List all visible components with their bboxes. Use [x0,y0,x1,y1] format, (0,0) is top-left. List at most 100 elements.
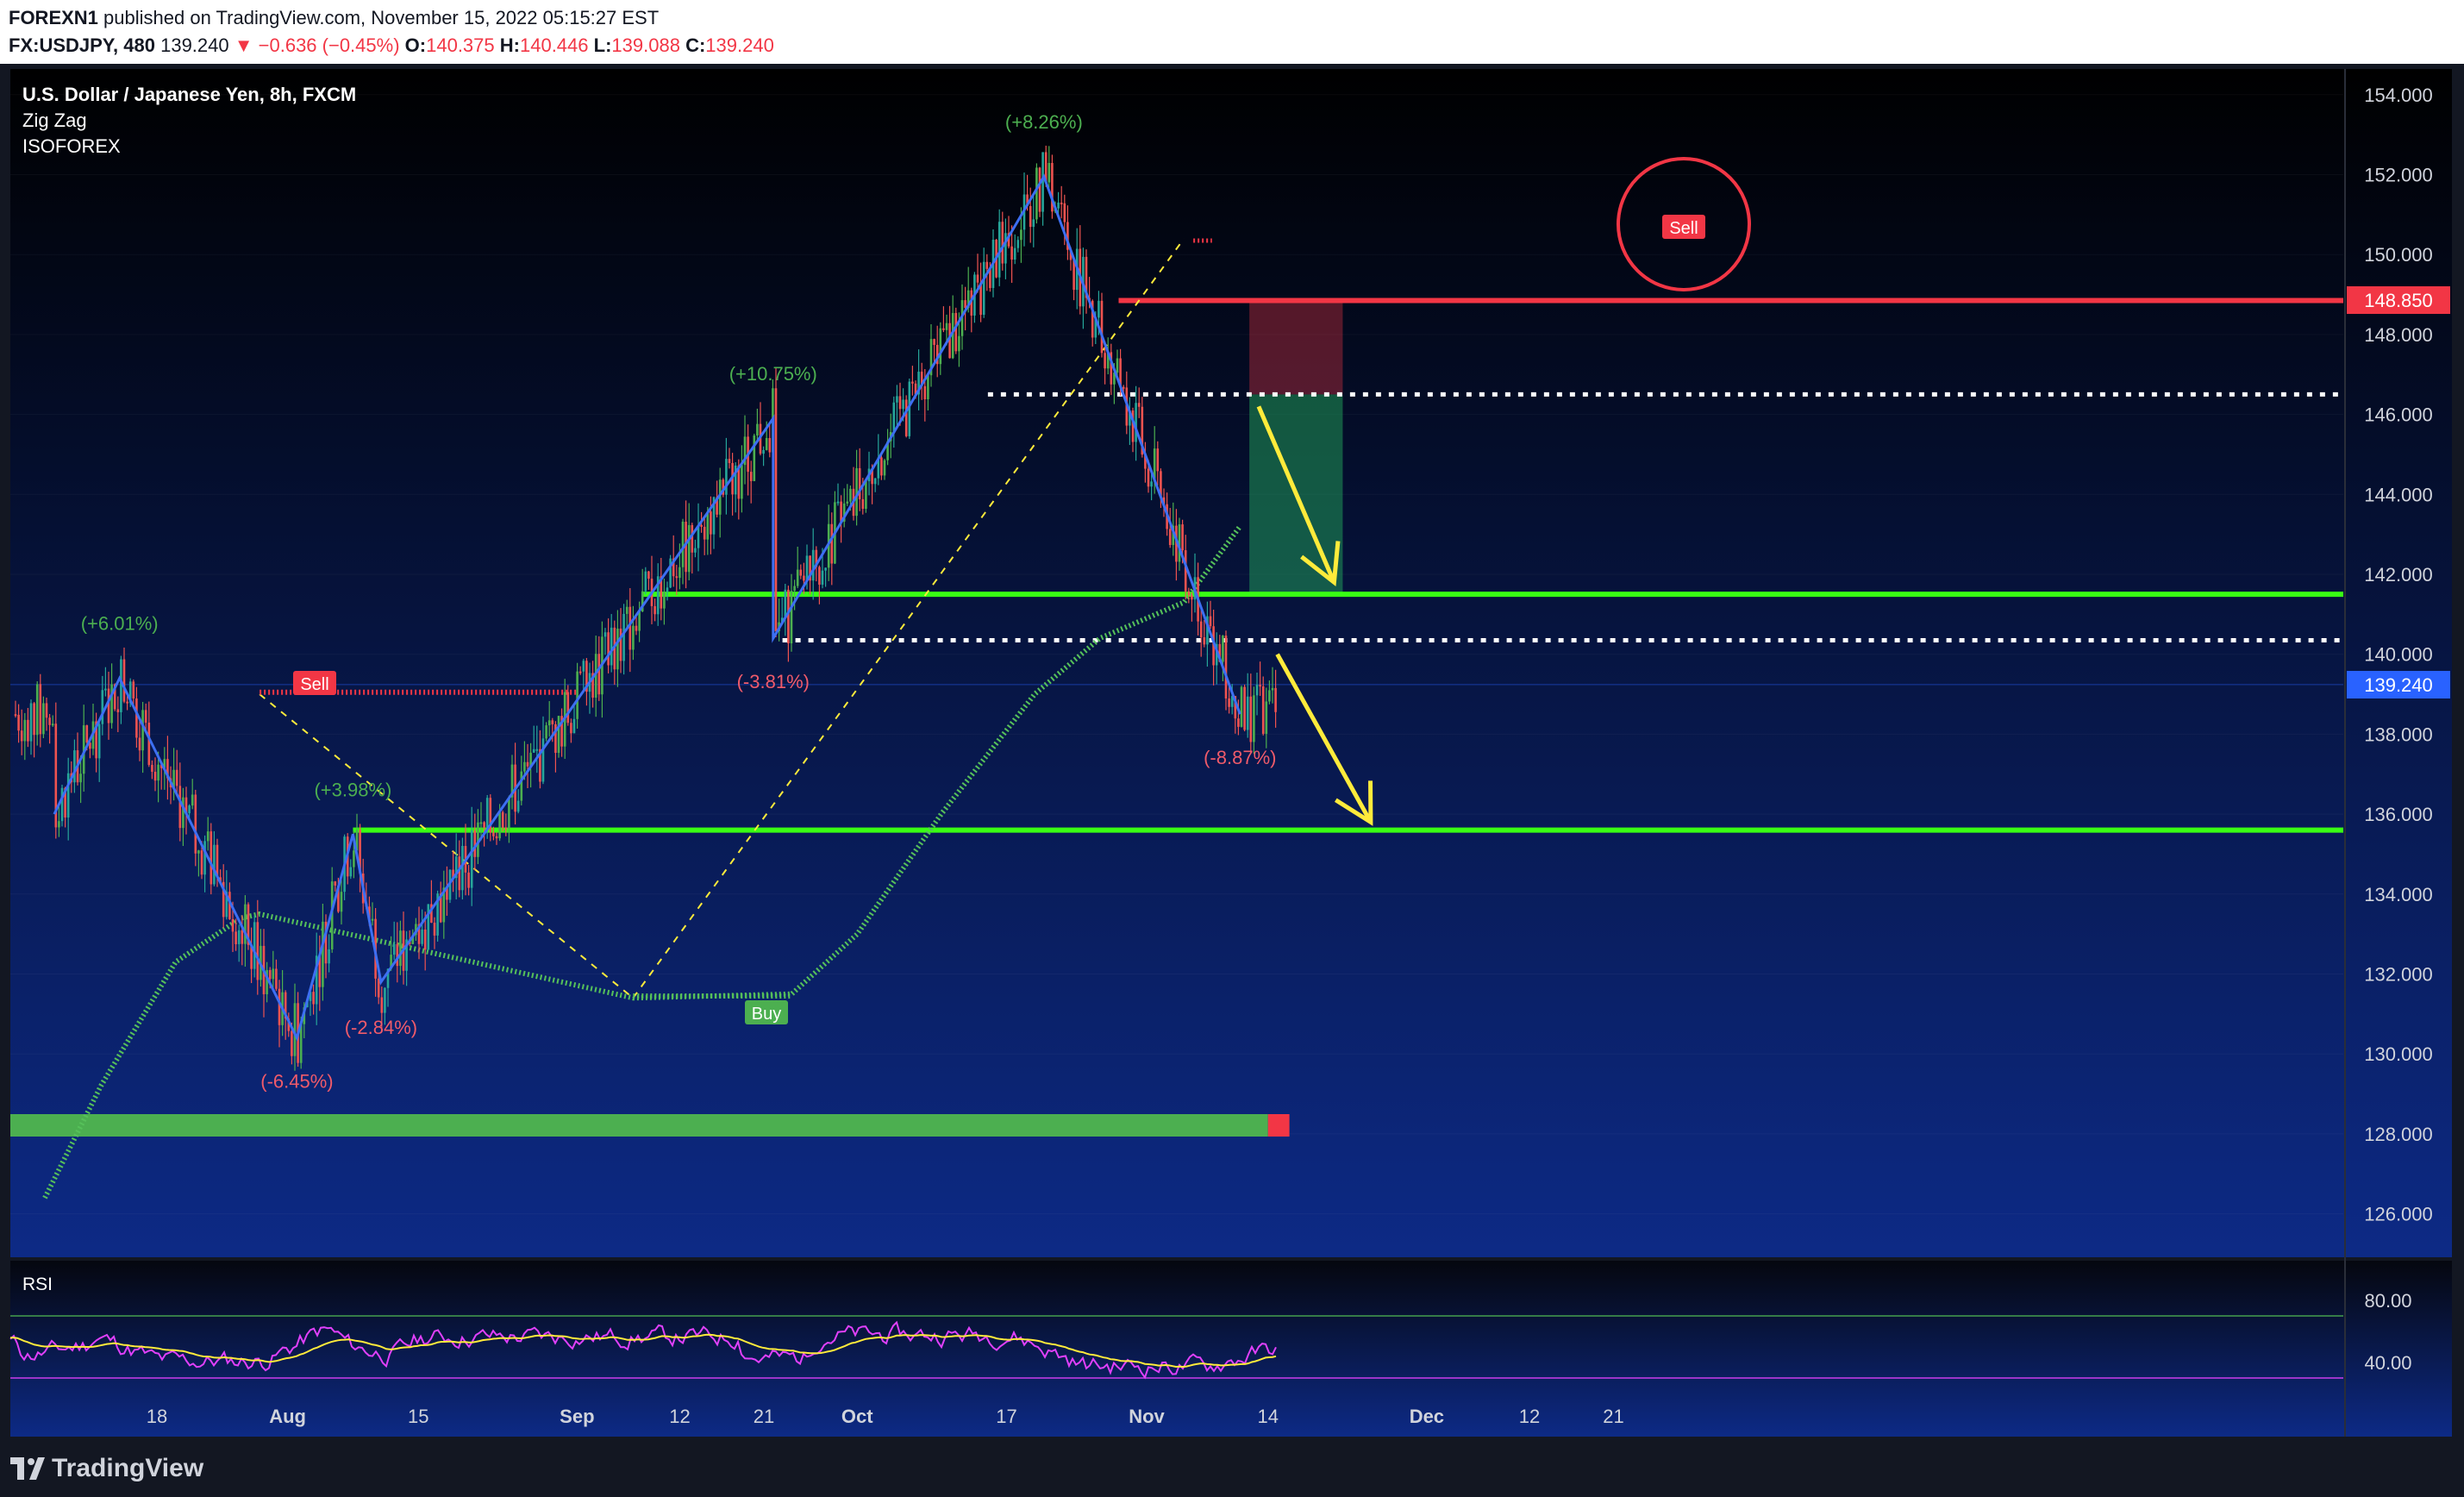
candle-body [830,523,834,564]
candle-body [377,978,380,998]
candle-body [1243,686,1246,730]
candle-body [945,323,948,330]
close-label: C: [685,34,706,56]
candle-body [656,576,660,615]
candle-body [638,611,641,631]
candle-body [1091,300,1094,338]
candle-body [585,661,588,692]
time-tick-label: 15 [408,1406,428,1427]
symbol-label: FX:USDJPY, 480 [9,34,155,56]
price-tick-label: 152.000 [2364,165,2433,186]
candle-body [1038,167,1041,212]
projection-arrow-2 [1275,653,1373,824]
candle-body [1063,203,1066,222]
candle-body [647,571,650,579]
candle-body [576,671,578,719]
candle-body [206,831,210,842]
candle-body [970,290,973,316]
sell-signal-text-2: Sell [1669,219,1698,238]
candle-body [780,617,784,623]
candle-body [1066,222,1069,250]
candle-body [1224,636,1228,698]
candle-body [42,703,45,735]
candle-body [1110,352,1113,385]
candle-body [458,856,461,891]
candle-body [541,738,545,782]
candle-body [194,794,197,854]
time-tick-label: 17 [996,1406,1016,1427]
time-tick-label: Sep [560,1406,594,1427]
main-pane[interactable] [10,69,2452,1257]
candle-body [597,654,601,695]
candle-body [551,720,554,724]
isoforex-line [42,524,1242,1199]
candle-body [892,402,896,432]
candle-body [107,688,110,723]
candle-body [138,737,141,751]
position-box[interactable] [1249,300,1343,595]
rsi-band-lines: 80.00 40.00 [10,1290,2412,1379]
candle-body [923,385,927,400]
candle-body [942,328,945,330]
candle-body [929,339,933,376]
candle-body [1001,222,1004,264]
price-axis: 154.000 152.000 150.000 148.000 146.000 144.0… [10,85,2433,1225]
candle-body [501,811,504,828]
candle-body [355,830,359,851]
candle-body [116,709,120,712]
candle-body [1004,233,1007,264]
buy-signal-box [745,1000,788,1024]
candle-body [433,922,436,936]
candle-body [228,892,231,919]
candle-body [1048,162,1051,183]
candle-body [793,586,796,592]
time-tick-label: 21 [754,1406,774,1427]
rsi-lines [9,1320,1277,1380]
price-tick-label: 138.000 [2364,723,2433,745]
candle-body [334,881,337,886]
candle-body [982,261,985,316]
candle-body [948,323,951,359]
candle-body [79,774,82,783]
candle-body [141,710,144,751]
candle-body [842,503,846,522]
candle-body [877,457,880,479]
candle-body [765,437,768,450]
candle-body [446,887,448,900]
candle-body [253,922,256,969]
time-axis: 18 Aug 15 Sep 12 21 Oct 17 Nov 14 Dec 12 21 [147,1406,1624,1427]
candle-body [60,787,64,822]
candle-body [396,943,399,967]
price-tick-label: 128.000 [2364,1124,2433,1145]
candle-body [1222,636,1224,662]
rsi-pane[interactable] [10,1261,2452,1437]
stop-loss-zone [1249,300,1343,395]
candle-body [712,497,716,535]
high-label: H: [499,34,520,56]
open-label: O: [404,34,427,56]
candle-body [908,381,911,436]
candle-body [803,575,805,581]
candle-body [299,1024,303,1063]
candle-body [523,761,526,772]
candle-body [268,969,272,980]
candle-body [774,388,778,631]
candle-body [1249,696,1253,742]
candle-body [654,605,656,615]
publisher-name[interactable]: FOREXN1 [9,7,98,28]
tradingview-logo[interactable]: TradingView [10,1454,203,1483]
candle-body [706,511,710,540]
candle-body [477,822,479,857]
candle-body [66,773,70,818]
candle-body [700,524,703,527]
signal-dashed-line [259,693,634,999]
projection-arrow-1 [1256,405,1336,584]
candle-body [188,805,191,814]
candle-body [672,558,675,577]
candle-body [880,457,883,476]
candle-body [324,921,328,964]
candle-body [545,725,547,739]
candle-body [17,714,20,731]
candle-body [873,478,877,485]
